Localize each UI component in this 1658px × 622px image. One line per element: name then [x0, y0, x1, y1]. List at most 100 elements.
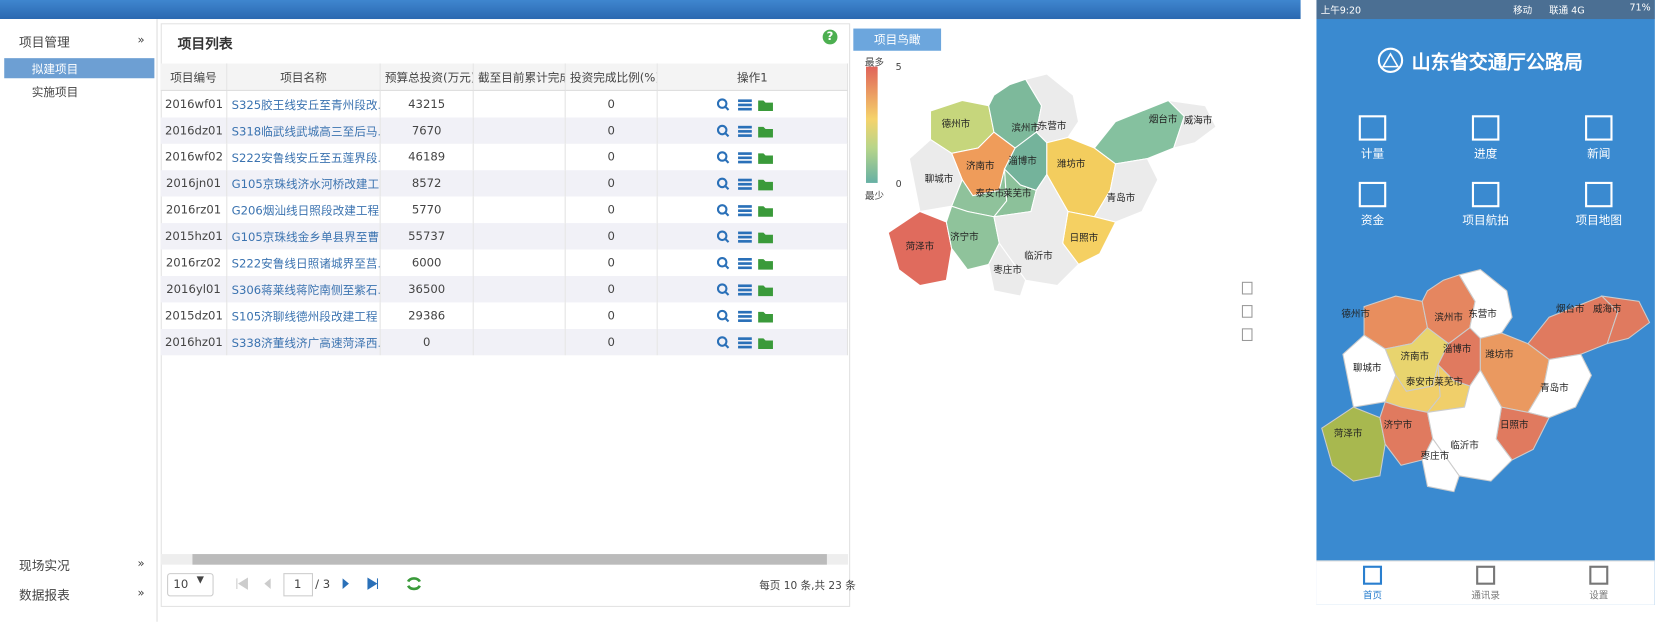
city-label: 德州市	[1341, 308, 1370, 320]
view-icon[interactable]	[716, 124, 727, 135]
city-region[interactable]	[1421, 437, 1460, 493]
folder-icon[interactable]	[757, 152, 773, 164]
menu-icon[interactable]	[1471, 115, 1500, 141]
project-name[interactable]: S222安鲁线安丘至五莲界段...	[226, 143, 381, 171]
menu-icon[interactable]	[1358, 181, 1387, 208]
view-icon[interactable]	[716, 97, 727, 109]
prev-page[interactable]	[264, 578, 271, 589]
folder-icon[interactable]	[757, 284, 773, 296]
budget: 43215	[380, 90, 474, 118]
budget: 55737	[380, 223, 474, 250]
city-label: 滨州市	[1434, 311, 1463, 323]
edit-icon[interactable]	[737, 231, 752, 243]
menu-item[interactable]: 数据报表	[19, 587, 70, 603]
view-icon[interactable]	[716, 309, 727, 320]
menu-label[interactable]: 新闻	[1587, 146, 1611, 161]
menu-icon[interactable]	[1585, 115, 1613, 141]
menu-icon[interactable]	[1358, 115, 1387, 141]
view-icon[interactable]	[716, 203, 727, 215]
edit-icon[interactable]	[737, 98, 752, 110]
column-header: 项目编号	[160, 63, 228, 91]
scrollbar[interactable]	[160, 554, 849, 565]
edit-line	[737, 155, 752, 159]
menu-icon[interactable]	[1471, 181, 1500, 208]
tab-icon[interactable]	[1476, 565, 1496, 585]
tab-label[interactable]: 首页	[1362, 591, 1383, 602]
folder-icon[interactable]	[757, 126, 773, 137]
edit-icon[interactable]	[737, 178, 752, 190]
menu-item[interactable]: 拟建项目	[31, 62, 79, 77]
arrow: »	[137, 556, 145, 570]
folder-icon[interactable]	[757, 99, 773, 111]
budget: 7670	[380, 117, 474, 144]
overview-button[interactable]: 项目鸟瞰	[853, 28, 942, 51]
menu-label[interactable]: 进度	[1474, 146, 1498, 161]
last-page[interactable]	[367, 577, 379, 590]
project-name[interactable]: G105京珠线济水河桥改建工程	[226, 170, 381, 197]
edit-line	[737, 283, 752, 287]
tab-label[interactable]: 设置	[1589, 591, 1609, 602]
edit-line	[737, 231, 752, 234]
menu-label[interactable]: 项目航拍	[1462, 213, 1509, 228]
tab-icon[interactable]	[1589, 565, 1609, 585]
city-region[interactable]	[988, 242, 1027, 297]
project-name[interactable]: S318临武线武城高三至后马...	[226, 117, 381, 144]
view-icon[interactable]	[716, 177, 727, 188]
edit-icon[interactable]	[737, 310, 752, 322]
first-page[interactable]	[236, 577, 248, 590]
edit-icon[interactable]	[737, 204, 752, 216]
menu-item[interactable]: 现场实况	[19, 558, 70, 574]
menu-label[interactable]: 资金	[1360, 213, 1385, 228]
project-name[interactable]: G105京珠线金乡单县界至曹...	[226, 223, 381, 250]
page-count: / 3	[315, 577, 331, 592]
tab-label[interactable]: 通讯录	[1471, 591, 1500, 602]
edit-icon[interactable]	[737, 257, 752, 269]
edit-icon[interactable]	[737, 151, 752, 163]
menu-icon[interactable]	[1585, 181, 1613, 208]
city-label: 菏泽市	[1334, 428, 1363, 440]
edit-line	[737, 341, 752, 344]
edit-icon[interactable]	[737, 125, 752, 137]
budget: 46189	[380, 143, 474, 171]
page-input[interactable]	[283, 573, 313, 597]
project-name[interactable]: S105济聊线德州段改建工程	[226, 302, 381, 329]
province-map: 德州市 滨州市东营市 烟台市威海市济南市 淄博市 潍坊市聊城市泰安市莱芜市青岛市菏泽市 济…	[1321, 269, 1651, 493]
view-icon[interactable]	[716, 256, 727, 267]
folder-icon[interactable]	[757, 258, 773, 270]
view-icon[interactable]	[716, 229, 727, 241]
folder-icon[interactable]	[757, 232, 773, 243]
city-label: 德州市	[942, 118, 971, 130]
menu-label[interactable]: 项目地图	[1575, 213, 1623, 228]
city-region[interactable]	[1166, 99, 1217, 149]
project-name[interactable]: S222安鲁线日照诸城界至莒...	[226, 249, 381, 276]
edit-icon[interactable]	[737, 283, 752, 296]
toolbox-icon[interactable]	[1241, 305, 1253, 318]
toolbox-icon[interactable]	[1241, 328, 1253, 342]
city-region[interactable]	[1321, 406, 1386, 482]
project-name[interactable]: S325胶王线安丘至青州段改...	[226, 90, 381, 118]
city-region[interactable]	[1600, 295, 1651, 345]
folder-icon[interactable]	[757, 179, 773, 190]
edit-icon[interactable]	[737, 336, 752, 348]
page-size-select[interactable]	[167, 573, 214, 597]
tab-icon[interactable]	[1362, 565, 1383, 585]
city-region[interactable]	[1093, 99, 1185, 165]
menu-item[interactable]: 实施项目	[31, 85, 79, 100]
city-region[interactable]	[887, 210, 953, 287]
refresh[interactable]	[406, 577, 421, 591]
folder-icon[interactable]	[757, 337, 773, 349]
view-icon[interactable]	[716, 282, 727, 294]
legend-gradient	[866, 66, 878, 183]
menu-label[interactable]: 计量	[1360, 146, 1385, 161]
folder-icon[interactable]	[757, 311, 773, 322]
project-name[interactable]: S306蒋莱线蒋陀南侧至紫石...	[226, 275, 381, 303]
help-icon[interactable]: ?	[822, 29, 838, 45]
project-name[interactable]: S338济董线济广高速菏泽西...	[226, 328, 381, 356]
next-page[interactable]	[342, 578, 349, 589]
project-name[interactable]: G206烟汕线日照段改建工程	[226, 196, 381, 224]
view-icon[interactable]	[716, 150, 727, 162]
folder-icon[interactable]	[757, 205, 773, 217]
toolbox-icon[interactable]	[1241, 281, 1253, 295]
budget: 36500	[380, 275, 474, 303]
view-icon[interactable]	[716, 335, 727, 347]
